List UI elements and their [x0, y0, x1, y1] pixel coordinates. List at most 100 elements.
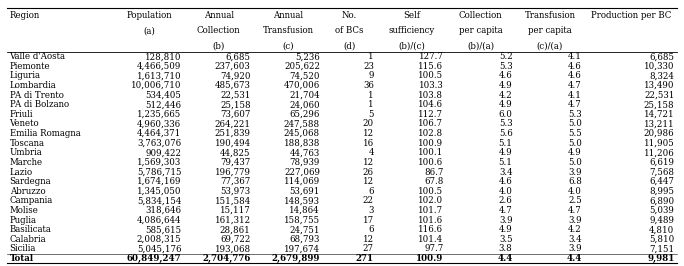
Text: 4.2: 4.2 — [568, 225, 582, 234]
Text: 22: 22 — [363, 196, 374, 205]
Text: 103.8: 103.8 — [419, 91, 443, 100]
Text: 6,685: 6,685 — [226, 52, 250, 61]
Text: Umbria: Umbria — [10, 148, 42, 157]
Text: 5.0: 5.0 — [568, 139, 582, 148]
Text: PA di Bolzano: PA di Bolzano — [10, 100, 68, 109]
Text: 3.9: 3.9 — [568, 168, 582, 177]
Text: 6,447: 6,447 — [650, 177, 674, 186]
Text: 6.0: 6.0 — [499, 110, 512, 119]
Text: 4.7: 4.7 — [568, 100, 582, 109]
Text: (c): (c) — [282, 41, 294, 50]
Text: 103.3: 103.3 — [419, 81, 443, 90]
Text: 53,691: 53,691 — [289, 187, 320, 196]
Text: 44,825: 44,825 — [220, 148, 250, 157]
Text: 245,068: 245,068 — [284, 129, 320, 138]
Text: (b): (b) — [213, 41, 225, 50]
Text: 12: 12 — [363, 177, 374, 186]
Text: 14,864: 14,864 — [289, 206, 320, 215]
Text: 128,810: 128,810 — [145, 52, 181, 61]
Text: 5,039: 5,039 — [650, 206, 674, 215]
Text: Annual: Annual — [204, 11, 234, 20]
Text: Piemonte: Piemonte — [10, 62, 50, 71]
Text: 1: 1 — [368, 52, 374, 61]
Text: 2,704,776: 2,704,776 — [202, 254, 250, 263]
Text: 271: 271 — [356, 254, 374, 263]
Text: 3.4: 3.4 — [568, 235, 582, 244]
Text: 237,603: 237,603 — [215, 62, 250, 71]
Text: 22,531: 22,531 — [220, 91, 250, 100]
Text: 9: 9 — [369, 71, 374, 80]
Text: 318,646: 318,646 — [145, 206, 181, 215]
Text: 1,613,710: 1,613,710 — [137, 71, 181, 80]
Text: 4.4: 4.4 — [566, 254, 582, 263]
Text: 4.9: 4.9 — [499, 225, 512, 234]
Text: 127.7: 127.7 — [419, 52, 443, 61]
Text: 102.8: 102.8 — [418, 129, 443, 138]
Text: Toscana: Toscana — [10, 139, 44, 148]
Text: 12: 12 — [363, 129, 374, 138]
Text: 3.4: 3.4 — [499, 168, 512, 177]
Text: 6,890: 6,890 — [649, 196, 674, 205]
Text: 115.6: 115.6 — [419, 62, 443, 71]
Text: 4.7: 4.7 — [568, 81, 582, 90]
Text: 4.9: 4.9 — [499, 100, 512, 109]
Text: 100.9: 100.9 — [416, 254, 443, 263]
Text: 197,674: 197,674 — [284, 244, 320, 253]
Text: 114,069: 114,069 — [284, 177, 320, 186]
Text: 100.5: 100.5 — [418, 187, 443, 196]
Text: 74,520: 74,520 — [289, 71, 320, 80]
Text: 44,763: 44,763 — [290, 148, 320, 157]
Text: 193,068: 193,068 — [215, 244, 250, 253]
Text: 101.4: 101.4 — [418, 235, 443, 244]
Text: 12: 12 — [363, 235, 374, 244]
Text: 6,685: 6,685 — [649, 52, 674, 61]
Text: 25,158: 25,158 — [220, 100, 250, 109]
Text: per capita: per capita — [528, 26, 572, 35]
Text: Transfusion: Transfusion — [263, 26, 313, 35]
Text: 251,839: 251,839 — [215, 129, 250, 138]
Text: 4.6: 4.6 — [568, 62, 582, 71]
Text: 5.1: 5.1 — [499, 158, 512, 167]
Text: Calabria: Calabria — [10, 235, 47, 244]
Text: 53,973: 53,973 — [220, 187, 250, 196]
Text: 112.7: 112.7 — [419, 110, 443, 119]
Text: 36: 36 — [363, 81, 374, 90]
Text: 5,045,176: 5,045,176 — [137, 244, 181, 253]
Text: (b)/(a): (b)/(a) — [467, 41, 495, 50]
Text: 264,221: 264,221 — [215, 119, 250, 128]
Text: of BCs: of BCs — [335, 26, 364, 35]
Text: Sardegna: Sardegna — [10, 177, 51, 186]
Text: 5,786,715: 5,786,715 — [137, 168, 181, 177]
Text: Veneto: Veneto — [10, 119, 39, 128]
Text: 188,838: 188,838 — [284, 139, 320, 148]
Text: Valle d'Aosta: Valle d'Aosta — [10, 52, 66, 61]
Text: 9,489: 9,489 — [649, 215, 674, 225]
Text: 4.6: 4.6 — [499, 177, 512, 186]
Text: 79,437: 79,437 — [220, 158, 250, 167]
Text: 3.8: 3.8 — [499, 244, 512, 253]
Text: Transfusion: Transfusion — [525, 11, 575, 20]
Text: 97.7: 97.7 — [424, 244, 443, 253]
Text: 4,466,509: 4,466,509 — [137, 62, 181, 71]
Text: 1,569,303: 1,569,303 — [137, 158, 181, 167]
Text: 12: 12 — [363, 158, 374, 167]
Text: 5.0: 5.0 — [568, 119, 582, 128]
Text: 101.6: 101.6 — [418, 215, 443, 225]
Text: 28,861: 28,861 — [220, 225, 250, 234]
Text: 65,296: 65,296 — [289, 110, 320, 119]
Text: 60,849,247: 60,849,247 — [127, 254, 181, 263]
Text: sufficiency: sufficiency — [389, 26, 434, 35]
Text: 86.7: 86.7 — [424, 168, 443, 177]
Text: 2.5: 2.5 — [568, 196, 582, 205]
Text: 67.8: 67.8 — [424, 177, 443, 186]
Text: 106.7: 106.7 — [419, 119, 443, 128]
Text: 10,006,710: 10,006,710 — [131, 81, 181, 90]
Text: 4,086,644: 4,086,644 — [137, 215, 181, 225]
Text: 4,464,371: 4,464,371 — [137, 129, 181, 138]
Text: 24,060: 24,060 — [289, 100, 320, 109]
Text: 69,722: 69,722 — [220, 235, 250, 244]
Text: Sicilia: Sicilia — [10, 244, 36, 253]
Text: 15,117: 15,117 — [220, 206, 250, 215]
Text: 4: 4 — [369, 148, 374, 157]
Text: 6: 6 — [369, 225, 374, 234]
